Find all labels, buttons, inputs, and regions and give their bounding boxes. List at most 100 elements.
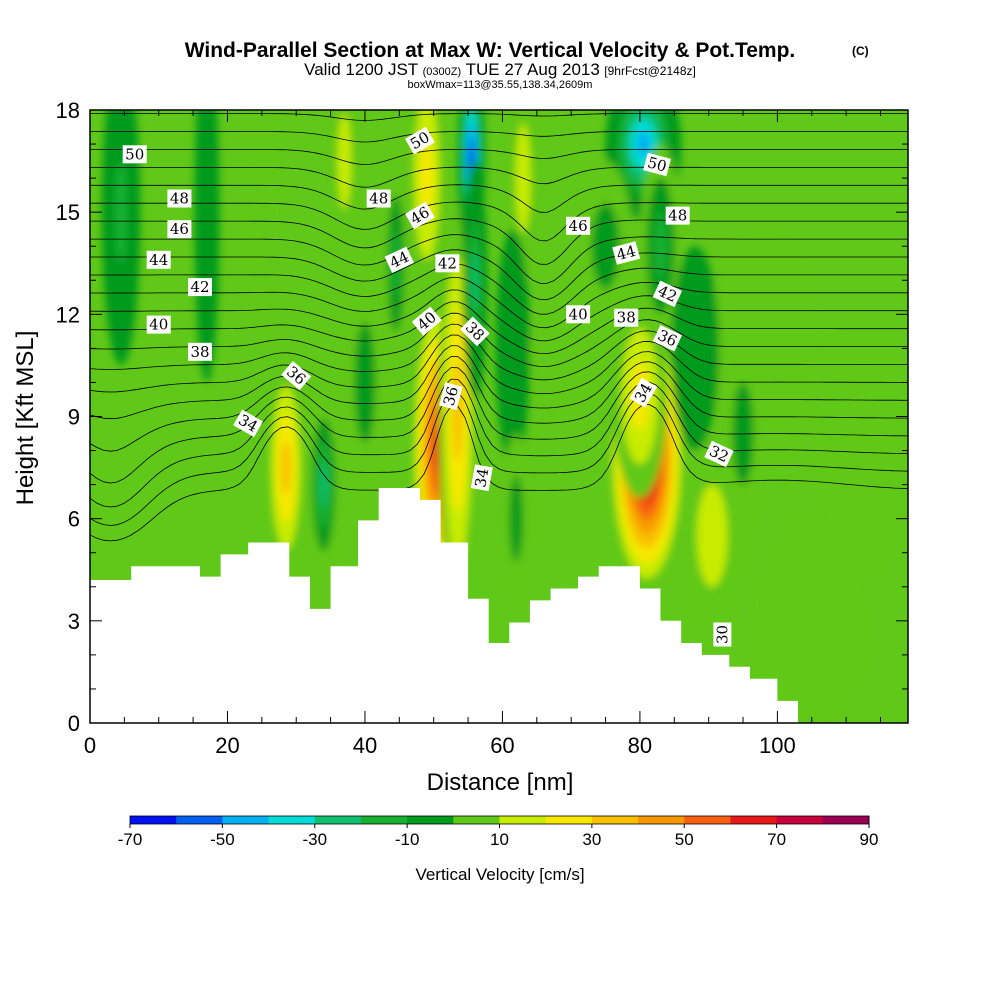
x-tick-label: 40 xyxy=(353,733,377,758)
contour-label-box xyxy=(652,280,683,308)
contour-label-box xyxy=(188,342,212,361)
w-feature-13 xyxy=(756,518,867,723)
y-tick-label: 18 xyxy=(56,98,80,123)
contour-label-text: 38 xyxy=(190,343,209,361)
w-band xyxy=(504,288,522,408)
contour-label-text: 30 xyxy=(713,625,731,644)
colorbar-tick-label: 90 xyxy=(860,830,879,849)
contour-label-box xyxy=(612,241,641,265)
theta-contour-35 xyxy=(90,356,908,452)
contour-label: 46 xyxy=(167,220,192,239)
contour-label-box xyxy=(405,201,435,230)
contour-label: 44 xyxy=(612,241,641,265)
y-axis-title: Height [Kft MSL] xyxy=(12,331,39,506)
colorbar-swatch xyxy=(176,816,223,824)
contour-label: 50 xyxy=(122,145,147,164)
theta-contour-33 xyxy=(90,378,908,508)
contour-label-box xyxy=(439,382,463,411)
colorbar-tick-label: -70 xyxy=(118,830,143,849)
contour-label-box xyxy=(470,464,493,492)
contour-label-box xyxy=(566,305,591,324)
contour-label: 44 xyxy=(146,250,171,269)
contour-label-box xyxy=(614,308,639,327)
w-band xyxy=(248,110,276,332)
w-feature-19 xyxy=(101,110,141,366)
contour-label-box xyxy=(146,315,171,334)
contour-label: 48 xyxy=(366,189,391,208)
x-tick-label: 60 xyxy=(490,733,514,758)
w-feature-26 xyxy=(344,263,386,502)
y-tick-label: 0 xyxy=(68,711,80,736)
y-tick-label: 15 xyxy=(56,200,80,225)
contour-label-box xyxy=(665,206,690,225)
w-band xyxy=(637,131,650,157)
w-feature-23 xyxy=(670,246,719,451)
contour-label-text: 44 xyxy=(149,251,168,269)
w-band xyxy=(696,484,728,587)
colorbar-swatch xyxy=(222,816,270,824)
w-band xyxy=(319,462,328,507)
contour-label: 42 xyxy=(435,254,460,273)
colorbar-swatch xyxy=(499,816,547,824)
colorbar-swatch xyxy=(407,816,454,824)
contour-label-box xyxy=(643,152,672,177)
colorbar-tick-label: 50 xyxy=(675,830,694,849)
contour-label-box xyxy=(281,360,312,391)
contour-label-box xyxy=(167,189,192,208)
contour-label-text: 48 xyxy=(170,190,189,208)
contour-label-box xyxy=(566,216,591,235)
contour-label: 50 xyxy=(643,152,672,177)
contour-label-box xyxy=(460,316,490,347)
w-feature-18 xyxy=(308,396,339,574)
axis-ticks xyxy=(89,109,908,724)
w-band xyxy=(354,322,376,443)
w-feature-20 xyxy=(194,110,220,383)
chart-subtitle: Valid 1200 JST (0300Z) TUE 27 Aug 2013 [… xyxy=(304,60,696,79)
w-band xyxy=(756,518,867,723)
subtitle-utc: (0300Z) xyxy=(423,66,462,78)
contour-label: 38 xyxy=(614,308,639,327)
contour-label: 40 xyxy=(146,315,171,334)
colorbar-tick-label: 10 xyxy=(490,830,509,849)
contour-label-box xyxy=(411,306,442,336)
contour-label-box xyxy=(146,250,171,269)
contour-label-text: 42 xyxy=(190,278,209,296)
contour-label-box xyxy=(122,145,147,164)
x-tick-labels: 0 20 40 60 80 100 xyxy=(84,733,796,758)
contour-label-text: 42 xyxy=(438,254,457,272)
w-feature-4 xyxy=(266,358,306,577)
contour-label-text: 38 xyxy=(617,309,636,327)
colorbar-tick-label: -10 xyxy=(395,830,420,849)
x-tick-label: 100 xyxy=(759,733,796,758)
contour-label: 46 xyxy=(566,216,591,235)
theta-contour-34 xyxy=(90,367,908,484)
colorbar: -70 -50 -30 -10 10 30 50 70 90 xyxy=(118,815,879,849)
contour-label-box xyxy=(366,189,391,208)
colorbar-swatch xyxy=(130,816,177,824)
colorbar-swatch xyxy=(684,816,731,824)
w-band xyxy=(114,161,128,264)
contour-label-text: 34 xyxy=(471,467,492,489)
theta-contour-44 xyxy=(90,249,908,301)
contour-label-box xyxy=(405,126,435,155)
y-tick-labels: 0 3 6 9 12 15 18 xyxy=(56,98,80,736)
contour-label-text: 44 xyxy=(615,242,638,264)
contour-label-text: 40 xyxy=(569,305,588,323)
contour-label: 38 xyxy=(188,342,212,361)
contour-label-box xyxy=(167,220,192,239)
w-feature-8 xyxy=(248,110,276,332)
w-band xyxy=(509,476,524,562)
colorbar-tick-label: 30 xyxy=(582,830,601,849)
contour-label: 36 xyxy=(439,382,463,411)
colorbar-swatch xyxy=(314,816,362,824)
contour-label: 42 xyxy=(188,278,212,297)
contour-label-text: 50 xyxy=(646,153,669,175)
theta-contour-48 xyxy=(90,184,908,213)
colorbar-tick-label: -30 xyxy=(302,830,327,849)
subtitle-valid: Valid 1200 JST xyxy=(304,60,418,79)
w-band xyxy=(420,137,434,219)
y-tick-label: 9 xyxy=(68,405,80,430)
w-band xyxy=(452,358,463,461)
w-feature-22 xyxy=(495,229,530,468)
